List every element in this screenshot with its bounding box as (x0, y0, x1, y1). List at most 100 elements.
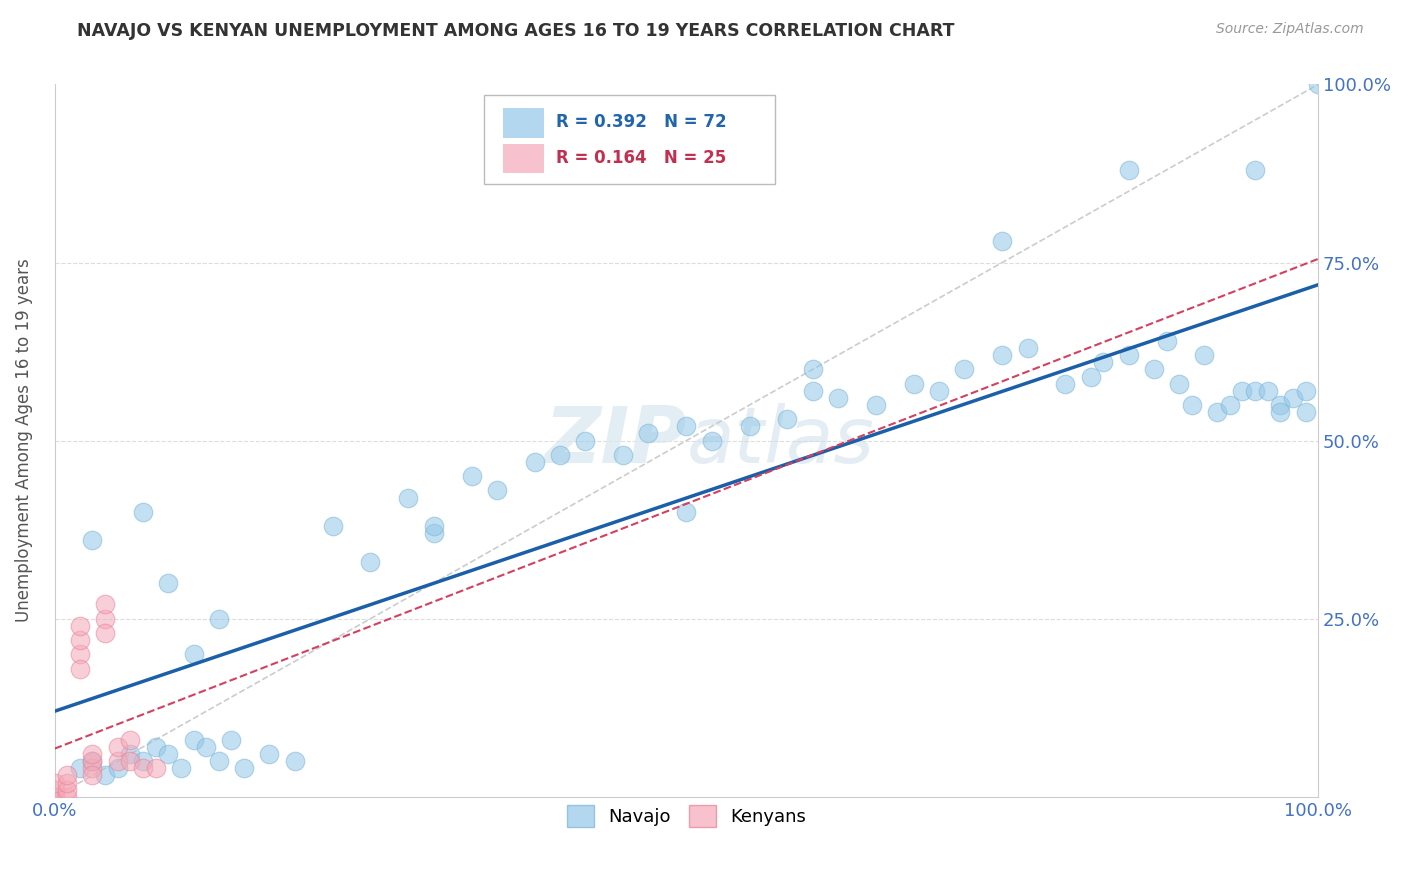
Legend: Navajo, Kenyans: Navajo, Kenyans (560, 797, 813, 834)
Point (44, 789, 66, 804)
Point (637, 426, 659, 441)
Point (233, 761, 256, 775)
Point (1257, 384, 1279, 398)
Point (1194, 348, 1216, 362)
Point (94, 612, 117, 626)
Point (284, 754, 307, 768)
Point (132, 761, 155, 775)
Point (1270, 398, 1292, 412)
Point (107, 761, 129, 775)
Point (953, 362, 976, 376)
Point (1282, 391, 1305, 405)
Point (69, 761, 91, 775)
Point (675, 505, 697, 519)
FancyBboxPatch shape (503, 144, 544, 173)
Point (259, 747, 281, 761)
FancyBboxPatch shape (503, 108, 544, 138)
Text: R = 0.392   N = 72: R = 0.392 N = 72 (557, 113, 727, 131)
Point (208, 754, 231, 768)
Point (991, 234, 1014, 248)
Point (1092, 355, 1115, 369)
Point (195, 739, 218, 754)
Point (221, 732, 243, 747)
Point (523, 455, 546, 469)
Point (145, 739, 167, 754)
Point (170, 761, 193, 775)
Point (1295, 384, 1317, 398)
Point (82, 754, 104, 768)
Point (82, 761, 104, 775)
Point (574, 434, 596, 448)
Point (44, 775, 66, 789)
Point (1219, 398, 1241, 412)
Y-axis label: Unemployment Among Ages 16 to 19 years: Unemployment Among Ages 16 to 19 years (15, 259, 32, 623)
Point (82, 768, 104, 782)
Point (107, 739, 129, 754)
Point (69, 662, 91, 676)
FancyBboxPatch shape (484, 95, 775, 184)
Point (56, 782, 79, 797)
Point (120, 732, 142, 747)
Point (1270, 405, 1292, 419)
Point (94, 598, 117, 612)
Point (675, 419, 697, 434)
Point (1206, 405, 1229, 419)
Point (1232, 384, 1254, 398)
Text: NAVAJO VS KENYAN UNEMPLOYMENT AMONG AGES 16 TO 19 YEARS CORRELATION CHART: NAVAJO VS KENYAN UNEMPLOYMENT AMONG AGES… (77, 22, 955, 40)
Point (56, 775, 79, 789)
Text: ZIP: ZIP (544, 402, 686, 479)
Point (56, 768, 79, 782)
Point (991, 348, 1014, 362)
Point (396, 491, 419, 505)
Point (94, 768, 117, 782)
Point (132, 505, 155, 519)
Point (1080, 369, 1102, 384)
Point (928, 384, 950, 398)
Point (322, 519, 344, 533)
Text: atlas: atlas (686, 402, 875, 479)
Point (44, 782, 66, 797)
Point (82, 747, 104, 761)
Point (460, 469, 482, 483)
Point (422, 519, 444, 533)
Point (69, 619, 91, 633)
Point (69, 648, 91, 662)
Point (865, 398, 887, 412)
Point (903, 376, 925, 391)
Point (827, 391, 849, 405)
Point (1118, 348, 1140, 362)
Point (1244, 384, 1267, 398)
Point (69, 633, 91, 648)
Text: Source: ZipAtlas.com: Source: ZipAtlas.com (1216, 22, 1364, 37)
Point (1143, 362, 1166, 376)
Point (801, 384, 824, 398)
Point (183, 732, 205, 747)
Point (183, 648, 205, 662)
Text: R = 0.164   N = 25: R = 0.164 N = 25 (557, 149, 727, 167)
Point (120, 754, 142, 768)
Point (82, 754, 104, 768)
Point (1308, 78, 1330, 92)
Point (1118, 162, 1140, 177)
Point (1168, 376, 1191, 391)
Point (94, 626, 117, 640)
Point (1017, 341, 1039, 355)
Point (157, 747, 180, 761)
Point (422, 526, 444, 541)
Point (612, 448, 634, 462)
Point (157, 576, 180, 591)
Point (485, 483, 508, 498)
Point (359, 555, 381, 569)
Point (145, 761, 167, 775)
Point (1054, 376, 1077, 391)
Point (82, 533, 104, 548)
Point (132, 754, 155, 768)
Point (801, 362, 824, 376)
Point (44, 789, 66, 804)
Point (776, 412, 799, 426)
Point (700, 434, 723, 448)
Point (1244, 162, 1267, 177)
Point (107, 754, 129, 768)
Point (1295, 405, 1317, 419)
Point (208, 612, 231, 626)
